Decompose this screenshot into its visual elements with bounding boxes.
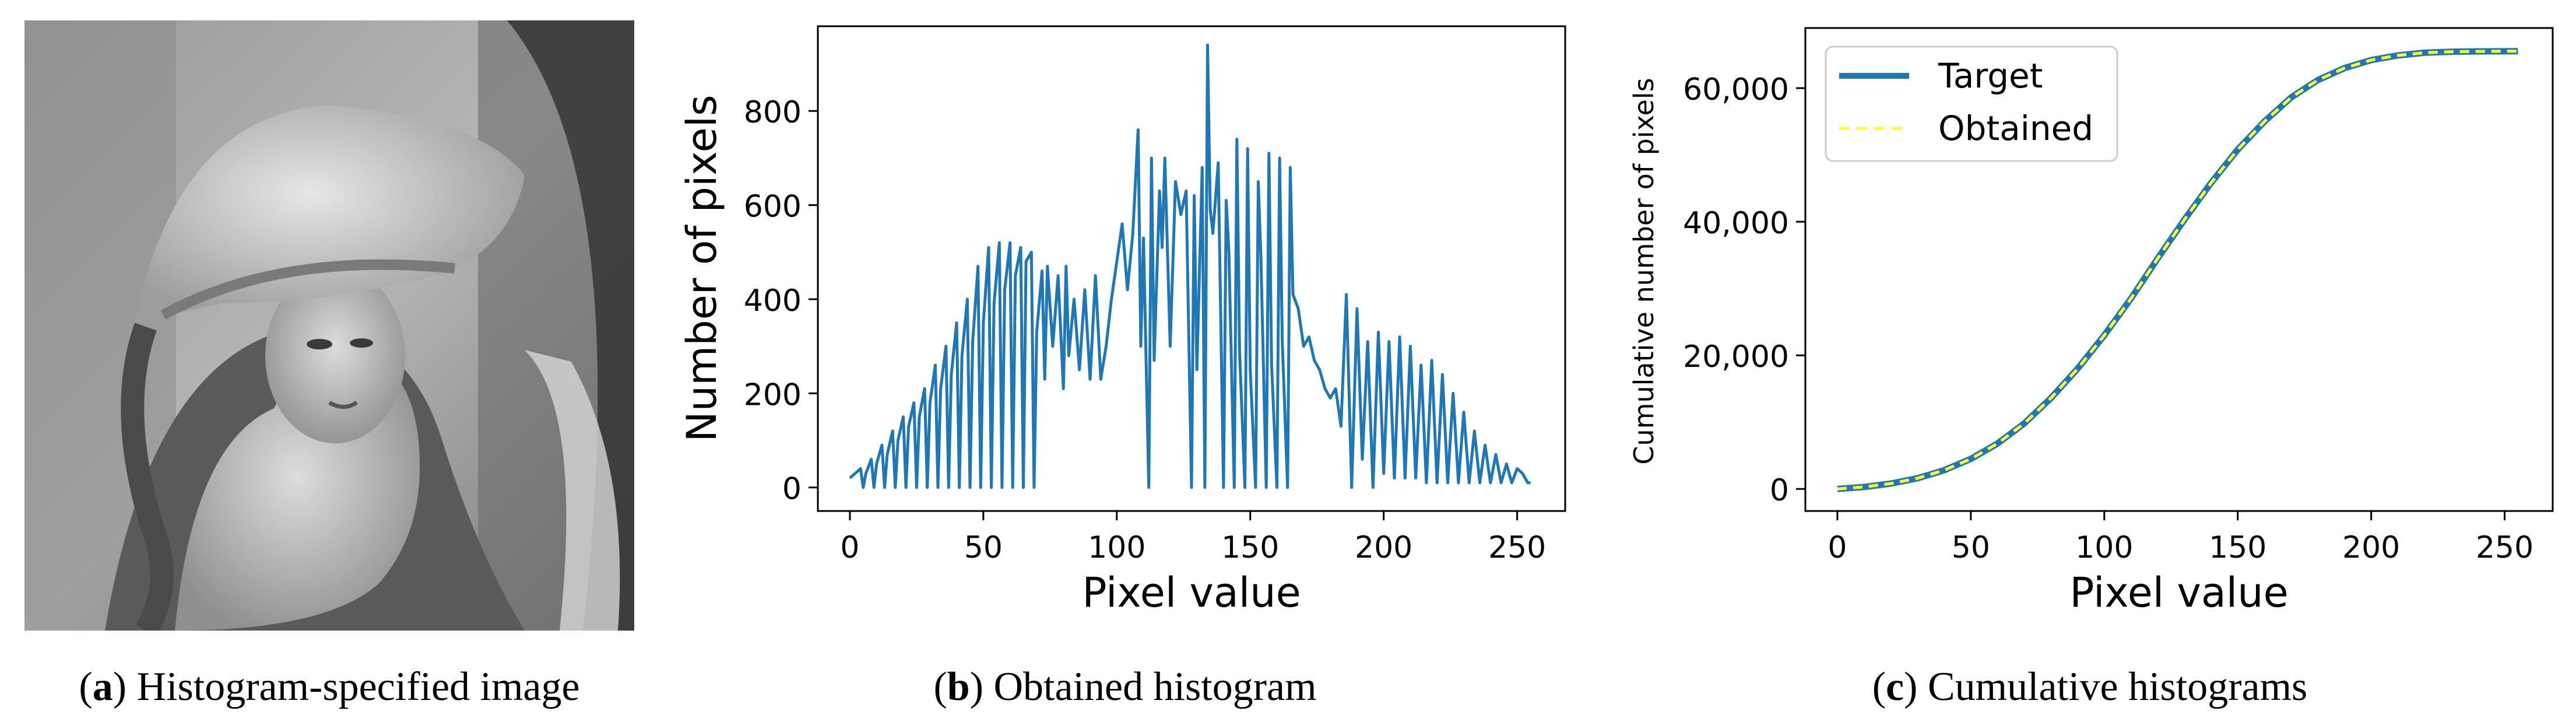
y-tick-label: 400	[744, 284, 802, 318]
photo-mouth	[328, 400, 358, 409]
x-tick-label: 100	[2075, 530, 2133, 565]
caption-a-letter: a	[93, 664, 113, 709]
cumulative-histograms-chart: 0 20,000 40,000 60,000 0 50 100 150 200 250 Pixe…	[1628, 27, 2554, 617]
x-tick-label: 250	[2476, 530, 2533, 565]
y-axis-label-b: Number of pixels	[678, 94, 726, 442]
caption-a-text: Histogram-specified image	[126, 664, 580, 709]
photo-eye-left	[307, 339, 332, 349]
y-tick-label: 600	[744, 190, 802, 225]
x-tick-label: 100	[1088, 530, 1145, 565]
photo-hair-strand	[121, 323, 174, 631]
y-tick-label: 60,000	[1683, 72, 1789, 107]
caption-b-text: Obtained histogram	[983, 664, 1317, 709]
legend-label-obtained: Obtained	[1938, 108, 2093, 148]
series-c	[1837, 48, 2518, 492]
x-tick-label: 0	[840, 530, 859, 565]
caption-c-letter: c	[1886, 664, 1904, 709]
x-tick-label: 200	[2342, 530, 2400, 565]
y-tick-label: 20,000	[1683, 340, 1789, 374]
x-tick-label: 150	[2209, 530, 2266, 565]
x-axis-label-c: Pixel value	[2069, 569, 2288, 617]
x-tick-label: 0	[1828, 530, 1847, 565]
caption-a: (a) Histogram-specified image	[79, 664, 579, 709]
x-ticks-c: 0 50 100 150 200 250	[1828, 511, 2533, 565]
x-tick-label: 50	[1952, 530, 1990, 565]
y-axis-label-c: Cumulative number of pixels	[1628, 78, 1660, 464]
series-line-obtained	[1837, 50, 2518, 491]
caption-b-letter: b	[947, 664, 970, 709]
series-line-obtained-histogram	[849, 43, 1531, 489]
x-tick-label: 50	[964, 530, 1003, 565]
y-ticks-b: 0 200 400 600 800	[744, 95, 818, 507]
caption-b: (b) Obtained histogram	[933, 664, 1316, 709]
histogram-specified-image	[24, 20, 634, 631]
x-ticks-b: 0 50 100 150 200 250	[840, 511, 1546, 565]
obtained-histogram-chart: 0 200 400 600 800 0 50 100 150 200 250 Pixel valu…	[678, 25, 1566, 617]
y-tick-label: 40,000	[1683, 206, 1789, 241]
photo-face	[265, 268, 405, 443]
x-tick-label: 150	[1221, 530, 1279, 565]
series-b	[849, 43, 1531, 489]
x-axis-label-b: Pixel value	[1082, 569, 1301, 617]
photo-eye-right	[350, 338, 373, 348]
caption-c-text: Cumulative histograms	[1917, 664, 2307, 709]
y-tick-label: 0	[782, 472, 802, 507]
legend-label-target: Target	[1938, 56, 2043, 96]
photo-hat-band	[160, 259, 455, 320]
x-tick-label: 250	[1488, 530, 1546, 565]
y-tick-label: 800	[744, 95, 802, 130]
y-tick-label: 0	[1770, 473, 1789, 508]
caption-c: (c) Cumulative histograms	[1872, 664, 2308, 709]
legend: Target Obtained	[1825, 46, 2118, 162]
photo-feather	[525, 350, 620, 631]
x-tick-label: 200	[1355, 530, 1412, 565]
y-ticks-c: 0 20,000 40,000 60,000	[1683, 72, 1805, 508]
y-tick-label: 200	[744, 377, 802, 412]
